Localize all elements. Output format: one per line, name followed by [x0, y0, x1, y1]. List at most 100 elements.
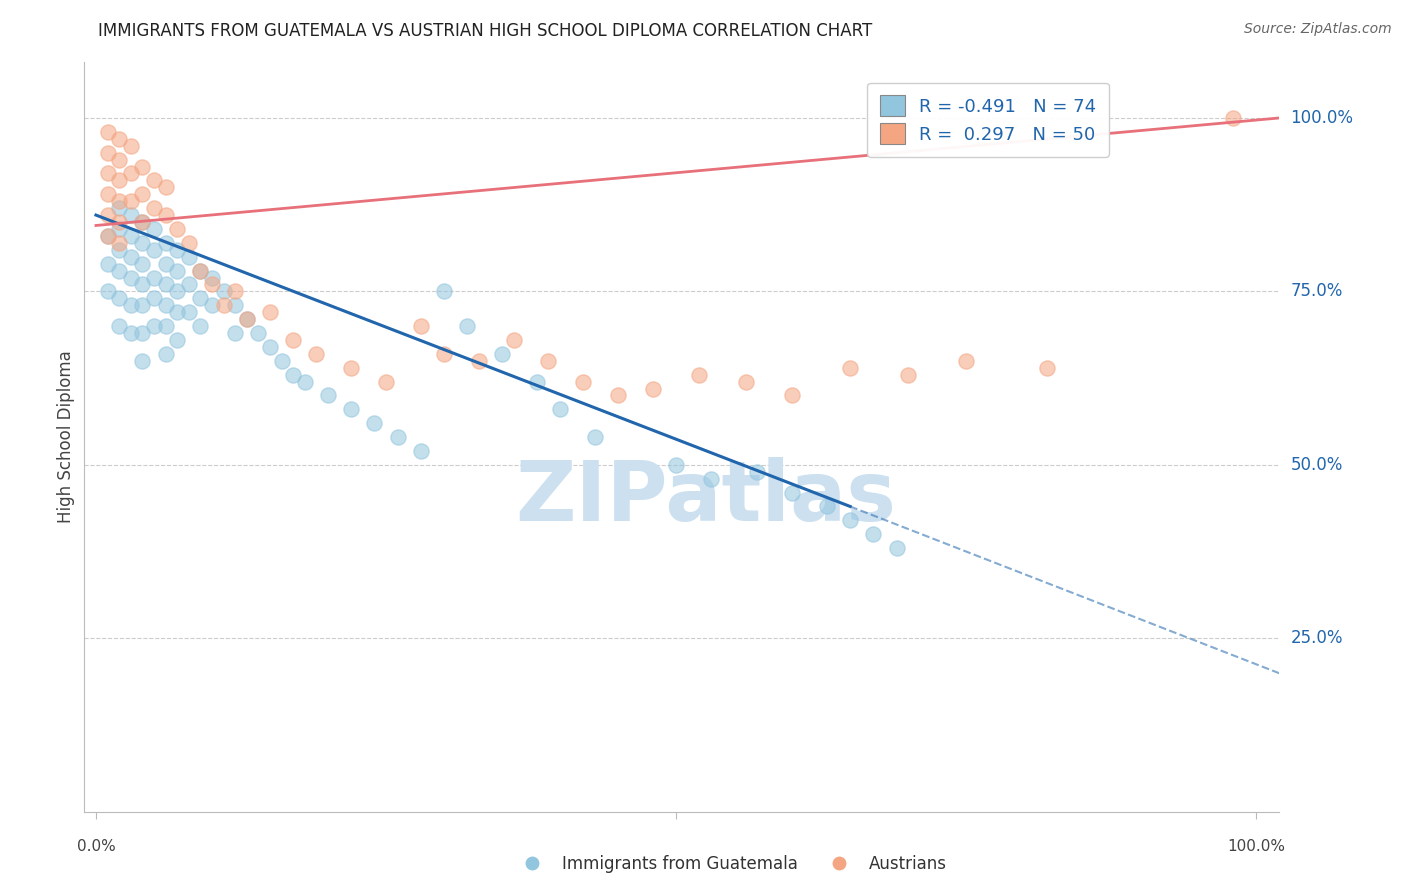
Point — [108, 215, 131, 229]
Point — [177, 305, 200, 319]
Point — [131, 160, 153, 174]
Point — [177, 235, 200, 250]
Point — [155, 257, 177, 271]
Point — [641, 382, 664, 396]
Point — [108, 319, 131, 334]
Point — [120, 250, 142, 264]
Point — [131, 235, 153, 250]
Text: ZIPatlas: ZIPatlas — [516, 457, 896, 538]
Point — [491, 347, 513, 361]
Point — [155, 319, 177, 334]
Point — [97, 125, 120, 139]
Point — [108, 153, 131, 167]
Point — [502, 333, 524, 347]
Point — [120, 326, 142, 340]
Point — [839, 360, 862, 375]
Point — [201, 270, 224, 285]
Point — [97, 187, 120, 202]
Point — [236, 312, 259, 326]
Point — [190, 263, 212, 277]
Point — [409, 319, 432, 334]
Point — [131, 277, 153, 292]
Point — [456, 319, 478, 334]
Text: 25.0%: 25.0% — [1291, 629, 1343, 648]
Point — [433, 347, 456, 361]
Point — [131, 326, 153, 340]
Point — [131, 257, 153, 271]
Point — [166, 243, 188, 257]
Point — [131, 215, 153, 229]
Legend: R = -0.491   N = 74, R =  0.297   N = 50: R = -0.491 N = 74, R = 0.297 N = 50 — [868, 83, 1109, 157]
Point — [177, 277, 200, 292]
Point — [143, 291, 166, 305]
Point — [734, 375, 756, 389]
Point — [340, 402, 363, 417]
Point — [108, 173, 131, 187]
Point — [1036, 360, 1059, 375]
Point — [363, 416, 385, 430]
Point — [259, 340, 281, 354]
Y-axis label: High School Diploma: High School Diploma — [58, 351, 76, 524]
Point — [143, 270, 166, 285]
Point — [97, 166, 120, 180]
Point — [955, 353, 977, 368]
Point — [201, 277, 224, 292]
Point — [108, 291, 131, 305]
Point — [131, 215, 153, 229]
Point — [433, 285, 456, 299]
Point — [468, 353, 491, 368]
Point — [190, 263, 212, 277]
Point — [166, 285, 188, 299]
Point — [166, 263, 188, 277]
Point — [155, 347, 177, 361]
Point — [108, 201, 131, 215]
Point — [688, 368, 710, 382]
Point — [583, 430, 606, 444]
Point — [97, 145, 120, 160]
Point — [166, 333, 188, 347]
Point — [526, 375, 548, 389]
Point — [747, 465, 769, 479]
Point — [155, 298, 177, 312]
Point — [97, 228, 120, 243]
Point — [143, 201, 166, 215]
Point — [886, 541, 908, 555]
Point — [340, 360, 363, 375]
Point — [120, 298, 142, 312]
Point — [316, 388, 339, 402]
Point — [1222, 111, 1244, 125]
Point — [155, 180, 177, 194]
Point — [108, 243, 131, 257]
Point — [143, 319, 166, 334]
Point — [305, 347, 328, 361]
Point — [143, 222, 166, 236]
Point — [283, 368, 305, 382]
Point — [190, 319, 212, 334]
Point — [97, 257, 120, 271]
Point — [409, 444, 432, 458]
Point — [131, 298, 153, 312]
Point — [862, 527, 884, 541]
Text: 100.0%: 100.0% — [1227, 839, 1285, 855]
Point — [177, 250, 200, 264]
Point — [212, 285, 235, 299]
Point — [212, 298, 235, 312]
Point — [143, 173, 166, 187]
Point — [780, 388, 803, 402]
Point — [108, 194, 131, 209]
Point — [97, 228, 120, 243]
Point — [120, 166, 142, 180]
Point — [375, 375, 398, 389]
Point — [897, 368, 920, 382]
Point — [97, 285, 120, 299]
Point — [224, 298, 246, 312]
Point — [120, 138, 142, 153]
Point — [839, 513, 862, 527]
Point — [294, 375, 316, 389]
Point — [108, 235, 131, 250]
Text: 100.0%: 100.0% — [1291, 109, 1354, 127]
Point — [120, 270, 142, 285]
Text: IMMIGRANTS FROM GUATEMALA VS AUSTRIAN HIGH SCHOOL DIPLOMA CORRELATION CHART: IMMIGRANTS FROM GUATEMALA VS AUSTRIAN HI… — [98, 22, 873, 40]
Point — [97, 208, 120, 222]
Text: Source: ZipAtlas.com: Source: ZipAtlas.com — [1244, 22, 1392, 37]
